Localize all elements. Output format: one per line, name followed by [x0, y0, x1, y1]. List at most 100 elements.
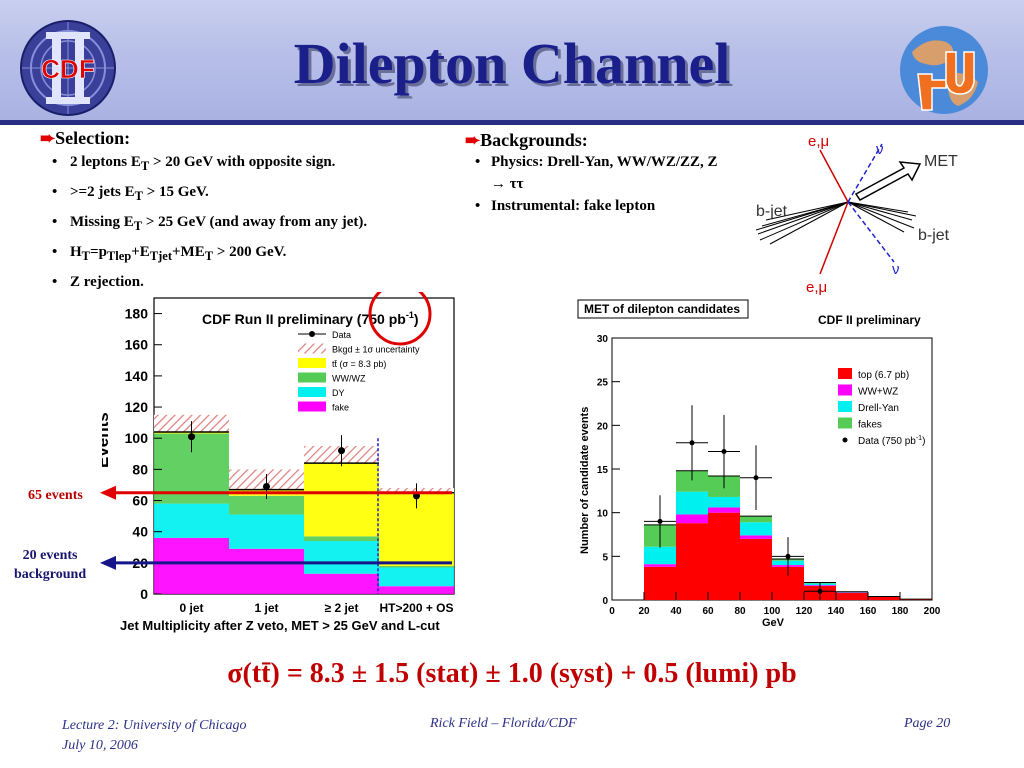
y-tick-label: 20 [597, 421, 609, 432]
legend-swatch [298, 358, 326, 368]
y-tick-label: 120 [125, 399, 149, 415]
x-tick-label: 0 jet [179, 601, 203, 615]
left-chart-ylabel: Events [102, 412, 112, 468]
y-tick-label: 180 [125, 306, 149, 322]
x-tick-label: 200 [924, 606, 941, 617]
backgrounds-heading: ➨Backgrounds: [465, 130, 825, 151]
data-point [721, 449, 727, 455]
selection-item-z-rejection: Z rejection. [40, 269, 480, 295]
jet-multiplicity-chart: 0 20 40 60 80 100 120 140 160 180 0 jet 1 jet ≥ 2 j… [102, 292, 455, 633]
legend-label: tt̄ (σ = 8.3 pb) [332, 359, 386, 369]
diagram-label-nu-bottom: ν [892, 261, 900, 278]
data-point [338, 447, 345, 455]
legend-swatch [298, 372, 326, 383]
right-chart-title-box [577, 299, 749, 319]
histogram-segment-ww-wz [676, 514, 708, 524]
x-tick-label: 0 [609, 606, 615, 617]
legend-swatch [838, 368, 852, 379]
data-point [263, 483, 270, 491]
histogram-segment-drell-yan [644, 546, 676, 565]
stack-segment-ww-wz [304, 536, 379, 542]
diagram-label-nu-top: ν [876, 141, 884, 158]
y-tick-label: 30 [597, 334, 609, 345]
data-point [817, 588, 823, 594]
title-underline [0, 120, 1024, 125]
histogram-segment-top-6-7-pb- [836, 593, 868, 600]
x-tick-label: 180 [892, 606, 909, 617]
legend-label: WW+WZ [858, 387, 898, 398]
annotation-20-events-background: 20 events background [14, 548, 87, 582]
x-tick-label: 60 [702, 606, 714, 617]
x-tick-label: HT>200 + OS [379, 601, 453, 615]
legend-label: Bkgd ± 1σ uncertainty [332, 345, 420, 355]
legend-marker-data-point [309, 331, 315, 337]
histogram-segment-drell-yan [740, 522, 772, 536]
y-tick-label: 25 [597, 378, 609, 389]
legend-swatch [298, 343, 326, 354]
x-tick-label: 120 [796, 606, 813, 617]
footer-author: Rick Field – Florida/CDF [430, 716, 577, 731]
y-tick-label: 20 [132, 555, 148, 571]
right-chart-title: MET of dilepton candidates [584, 302, 740, 316]
diagram-label-bjet-left: b-jet [756, 203, 788, 220]
footer-page-number: Page 20 [904, 716, 951, 731]
cdf-logo: CDF [20, 20, 116, 116]
data-point [188, 433, 195, 441]
legend-label: DY [332, 388, 345, 398]
histogram-segment-ww-wz [644, 564, 676, 567]
legend-swatch [838, 401, 852, 412]
x-tick-label: 40 [670, 606, 682, 617]
legend-label: WW/WZ [332, 374, 366, 384]
histogram-segment-fakes [740, 516, 772, 523]
histogram-segment-top-6-7-pb- [644, 566, 676, 600]
legend-swatch [298, 387, 326, 397]
x-tick-label: 1 jet [254, 601, 278, 615]
legend-label: Drell-Yan [858, 403, 899, 414]
cross-section-result: σ(tt̄) = 8.3 ± 1.5 (stat) ± 1.0 (syst) +… [227, 658, 797, 689]
event-topology-diagram: e,μ ν MET b-jet b-jet ν e,μ [755, 133, 958, 296]
met-histogram-chart: 0 5 10 15 20 25 30 0 20 40 60 80 100 120 140 160 180 200… [568, 296, 944, 634]
y-tick-label: 15 [597, 465, 609, 476]
stack-segment-fake [379, 586, 454, 594]
right-chart-subtitle: CDF II preliminary [818, 313, 921, 327]
x-tick-label: 80 [734, 606, 746, 617]
y-tick-label: 5 [602, 552, 608, 563]
y-tick-label: 0 [602, 596, 608, 607]
right-chart-ylabel: Number of candidate events [579, 407, 591, 554]
legend-swatch [838, 417, 852, 429]
data-point [753, 475, 759, 481]
selection-list: 2 leptons ET > 20 GeV with opposite sign… [40, 149, 480, 295]
histogram-segment-top-6-7-pb- [740, 538, 772, 600]
selection-item-ht: HT=pTlep+ETjet+MET > 200 GeV. [40, 239, 480, 269]
selection-heading-text: Selection: [55, 128, 131, 148]
diagram-label-met: MET [924, 153, 958, 170]
data-point [413, 492, 420, 500]
stack-segment-ww-wz [229, 495, 304, 515]
stack-segment-dy [304, 541, 379, 574]
stack-segment-fake [154, 537, 229, 594]
y-tick-label: 160 [125, 337, 149, 353]
y-tick-label: 40 [132, 524, 148, 540]
y-tick-label: 80 [132, 461, 148, 477]
stack-segment-fake [229, 548, 304, 594]
data-point [785, 553, 791, 559]
x-tick-label: ≥ 2 jet [325, 601, 359, 615]
stack-segment-dy [379, 567, 454, 587]
diagram-label-lepton-bottom: e,μ [806, 279, 827, 296]
stack-segment-dy [229, 514, 304, 549]
selection-item-missing-et: Missing ET > 25 GeV (and away from any j… [40, 209, 480, 239]
slide-title: Dilepton Channel [293, 31, 731, 96]
uf-globe-logo [900, 26, 988, 114]
legend-label-data: Data (750 pb-1) [858, 435, 925, 447]
legend-label: top (6.7 pb) [858, 370, 909, 381]
histogram-segment-top-6-7-pb- [708, 512, 740, 600]
diagram-label-bjet-right: b-jet [918, 227, 950, 244]
legend-swatch [298, 401, 326, 412]
diagram-label-lepton-top: e,μ [808, 133, 829, 150]
red-arrow-icon: ➨ [465, 130, 481, 150]
data-point [689, 440, 695, 446]
legend-swatch [838, 384, 852, 396]
legend-label: fakes [858, 420, 882, 431]
selection-item-jets: >=2 jets ET > 15 GeV. [40, 179, 480, 209]
backgrounds-heading-text: Backgrounds: [480, 130, 588, 150]
